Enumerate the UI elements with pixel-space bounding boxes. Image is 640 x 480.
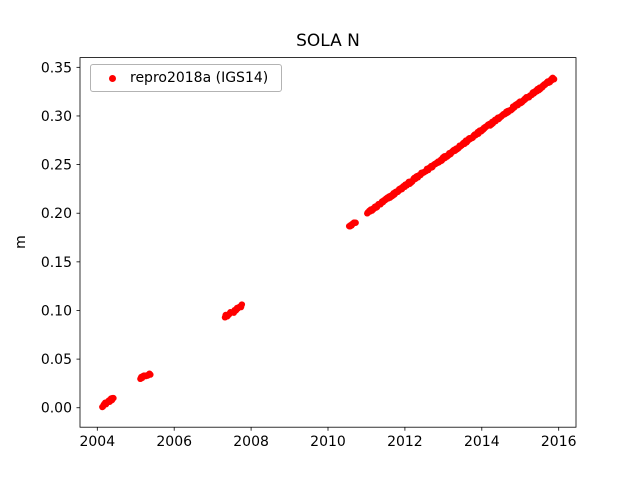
x-tick-label: 2016 (541, 434, 577, 450)
x-tick-label: 2012 (387, 434, 423, 450)
y-tick-label: 0.35 (41, 60, 72, 76)
x-tick-label: 2010 (310, 434, 346, 450)
x-tick-label: 2014 (464, 434, 500, 450)
y-tick-label: 0.05 (41, 352, 72, 368)
y-tick-label: 0.20 (41, 206, 72, 222)
y-tick-label: 0.25 (41, 158, 72, 174)
y-tick-label: 0.10 (41, 303, 72, 319)
data-point (238, 301, 246, 308)
y-tick-label: 0.30 (41, 109, 72, 125)
y-tick-label: 0.00 (41, 401, 72, 417)
y-axis-label: m (12, 235, 29, 249)
legend-label: repro2018a (IGS14) (130, 70, 269, 86)
x-tick-label: 2004 (79, 434, 115, 450)
data-point (550, 75, 558, 83)
data-point (147, 371, 154, 378)
x-tick-label: 2006 (156, 434, 192, 450)
legend-marker-icon (109, 74, 116, 82)
data-point (352, 219, 359, 226)
chart-title: SOLA N (296, 31, 360, 51)
x-tick-label: 2008 (233, 434, 269, 450)
y-tick-label: 0.15 (41, 255, 72, 271)
legend: repro2018a (IGS14) (90, 64, 283, 92)
data-point (110, 394, 117, 402)
